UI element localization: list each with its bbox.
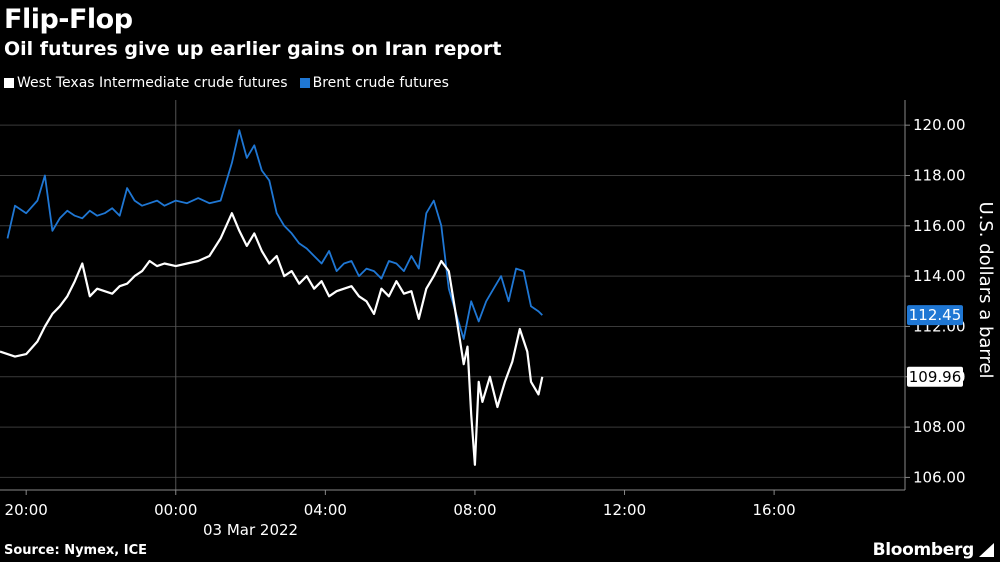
x-tick-label-08:00: 08:00 — [453, 501, 496, 519]
last-value-label-wti: 109.96 — [909, 368, 962, 386]
legend-swatch-brent — [299, 78, 310, 88]
legend-label-wti: West Texas Intermediate crude futures — [17, 75, 288, 91]
chart-title: Flip-Flop — [4, 4, 133, 35]
y-tick-label-116.00: 116.00 — [913, 217, 966, 235]
legend-label-brent: Brent crude futures — [312, 75, 449, 91]
x-tick-label-16:00: 16:00 — [752, 501, 795, 519]
y-tick-label-118.00: 118.00 — [913, 166, 966, 184]
legend-item-brent: Brent crude futures — [299, 75, 449, 91]
y-axis-title: U.S. dollars a barrel — [975, 201, 996, 378]
y-tick-label-108.00: 108.00 — [913, 418, 966, 436]
legend-swatch-wti — [4, 78, 14, 88]
chart-subtitle: Oil futures give up earlier gains on Ira… — [4, 38, 502, 60]
x-tick-label-04:00: 04:00 — [304, 501, 347, 519]
y-tick-label-120.00: 120.00 — [913, 116, 966, 134]
brand-logo-text: Bloomberg — [872, 540, 975, 560]
x-tick-label-12:00: 12:00 — [603, 501, 646, 519]
series-line-brent — [6, 129, 543, 340]
x-tick-label-00:00: 00:00 — [154, 501, 197, 519]
last-value-badge-brent — [907, 305, 963, 326]
y-tick-label-106.00: 106.00 — [913, 468, 966, 486]
legend: West Texas Intermediate crude futures Br… — [4, 75, 449, 91]
x-tick-label-20:00: 20:00 — [5, 501, 48, 519]
y-tick-label-114.00: 114.00 — [913, 267, 966, 285]
last-value-badge-wti — [907, 366, 963, 387]
last-value-label-brent: 112.45 — [909, 306, 962, 324]
legend-item-wti: West Texas Intermediate crude futures — [4, 75, 288, 91]
series-line-wti — [0, 212, 544, 466]
source-note: Source: Nymex, ICE — [4, 543, 148, 558]
x-date-label: 03 Mar 2022 — [203, 521, 298, 539]
